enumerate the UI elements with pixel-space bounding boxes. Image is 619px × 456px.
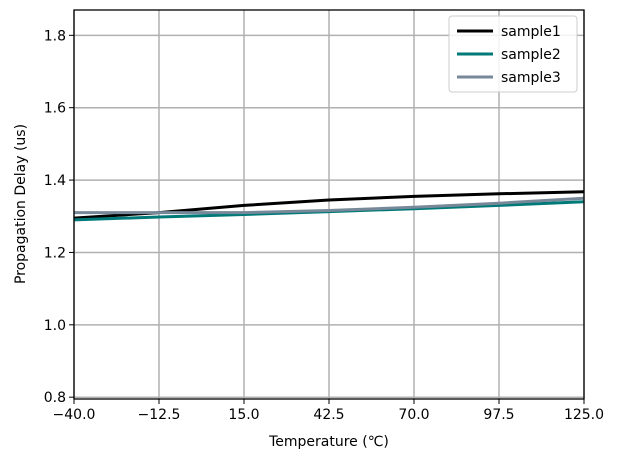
series-lines [73,190,585,222]
x-tick-label: −40.0 [53,407,96,423]
x-tick-label: 97.5 [483,407,514,423]
y-tick-label: 1.2 [44,245,66,261]
y-axis-ticks: 0.8 1.0 1.2 1.4 1.6 1.8 [44,28,74,406]
legend-label-sample2: sample2 [501,47,561,63]
x-axis-label: Temperature (℃) [268,434,389,450]
x-tick-label: 15.0 [228,407,259,423]
x-tick-label: 125.0 [564,407,604,423]
legend-label-sample3: sample3 [501,70,561,86]
y-axis-label: Propagation Delay (us) [13,124,29,284]
legend-label-sample1: sample1 [501,24,561,40]
legend-box [448,15,578,93]
y-tick-label: 1.4 [44,173,66,189]
y-tick-label: 0.8 [44,390,66,406]
y-tick-label: 1.8 [44,28,66,44]
x-axis-ticks: −40.0 −12.5 15.0 42.5 70.0 97.5 125.0 [53,399,604,423]
x-tick-label: 70.0 [398,407,429,423]
legend: sample1 sample2 sample3 [448,15,578,93]
y-tick-label: 1.0 [44,318,66,334]
x-tick-label: 42.5 [313,407,344,423]
series-line-sample3 [74,196,585,215]
y-tick-label: 1.6 [44,101,66,117]
x-tick-label: −12.5 [138,407,181,423]
